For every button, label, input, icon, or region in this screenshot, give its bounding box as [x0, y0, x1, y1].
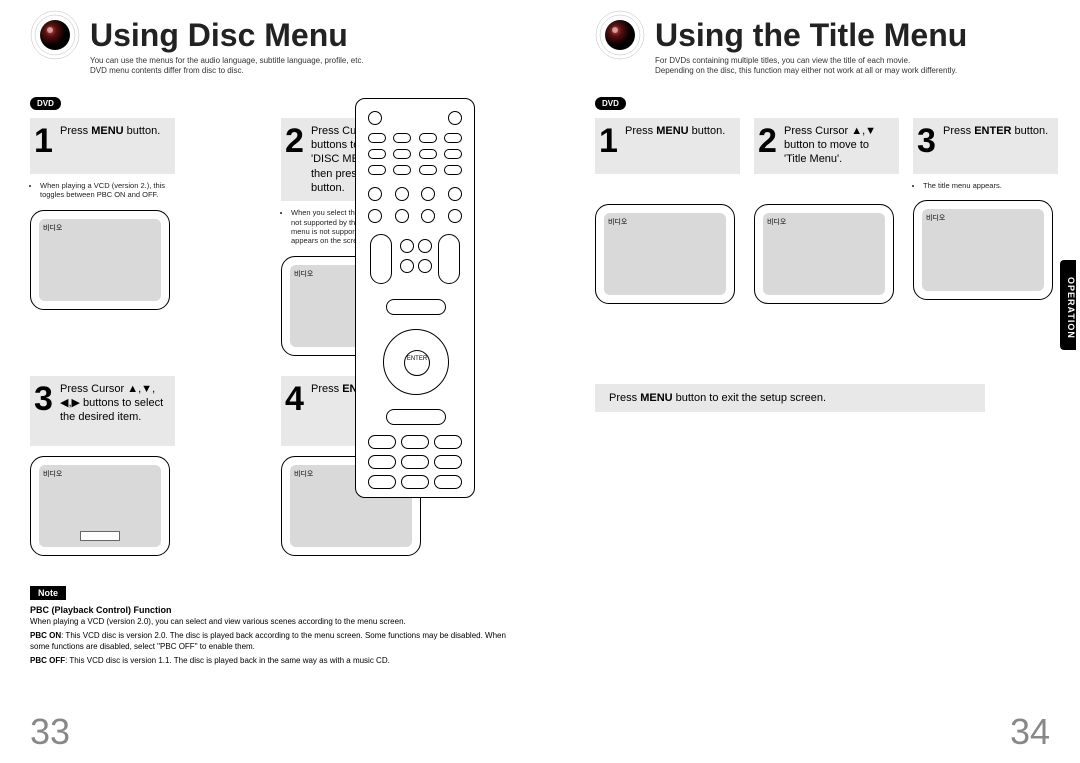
step-1: 1 Press MENU button. When playing a VCD … [30, 118, 175, 356]
eye-icon [30, 10, 80, 60]
subtitle-line: For DVDs containing multiple titles, you… [655, 56, 1060, 66]
step-number: 2 [758, 124, 780, 158]
steps-row: 1 Press MENU button. 비디오 2 Press Cursor … [595, 118, 1060, 304]
tv-icon: 비디오 [913, 200, 1053, 300]
tv-icon: 비디오 [30, 210, 170, 310]
step-text: Press ENTER button. [943, 124, 1048, 138]
step-text: Press Cursor ▲,▼, ◀,▶ buttons to select … [60, 382, 167, 425]
title-row: Using the Title Menu [595, 10, 1060, 60]
exit-instruction: Press MENU button to exit the setup scre… [595, 384, 985, 412]
step-text: Press Cursor ▲,▼ button to move to 'Titl… [784, 124, 891, 167]
page-number: 34 [1010, 711, 1050, 753]
dvd-badge: DVD [30, 97, 61, 110]
subtitle: You can use the menus for the audio lang… [90, 56, 510, 77]
step-2: 2 Press Cursor ▲,▼ button to move to 'Ti… [754, 118, 899, 304]
remote-icon: ENTER [355, 98, 475, 498]
step-number: 2 [285, 124, 307, 158]
page-left: Using Disc Menu You can use the menus fo… [0, 0, 540, 763]
step-number: 3 [34, 382, 56, 416]
page-title: Using the Title Menu [655, 17, 967, 54]
tv-icon: 비디오 [595, 204, 735, 304]
step-text: Press MENU button. [625, 124, 725, 138]
title-row: Using Disc Menu [30, 10, 510, 60]
subtitle-line: You can use the menus for the audio lang… [90, 56, 510, 66]
step-1: 1 Press MENU button. 비디오 [595, 118, 740, 304]
subtitle-line: DVD menu contents differ from disc to di… [90, 66, 510, 76]
page-title: Using Disc Menu [90, 17, 348, 54]
step-3: 3 Press ENTER button. The title menu app… [913, 118, 1058, 304]
note-pbc-off: PBC OFF: This VCD disc is version 1.1. T… [30, 656, 510, 666]
step-number: 1 [34, 124, 56, 158]
subtitle-line: Depending on the disc, this function may… [655, 66, 1060, 76]
step-text: Press MENU button. [60, 124, 160, 138]
note-pbc-on: PBC ON: This VCD disc is version 2.0. Th… [30, 631, 510, 652]
note-title: PBC (Playback Control) Function [30, 605, 510, 615]
step-3: 3 Press Cursor ▲,▼, ◀,▶ buttons to selec… [30, 376, 175, 556]
subtitle: For DVDs containing multiple titles, you… [655, 56, 1060, 77]
page-number: 33 [30, 711, 70, 753]
tv-icon: 비디오 [30, 456, 170, 556]
note-text: When playing a VCD (version 2.0), you ca… [30, 617, 510, 627]
note-badge: Note [30, 586, 66, 600]
dvd-badge: DVD [595, 97, 626, 110]
step-number: 4 [285, 382, 307, 416]
eye-icon [595, 10, 645, 60]
step-number: 1 [599, 124, 621, 158]
tv-icon: 비디오 [754, 204, 894, 304]
remote-enter-label: ENTER [404, 350, 430, 376]
page-right: Using the Title Menu For DVDs containing… [540, 0, 1080, 763]
step-sub: When playing a VCD (version 2.), this to… [30, 181, 175, 200]
step-number: 3 [917, 124, 939, 158]
step-sub: The title menu appears. [913, 181, 1058, 190]
side-tab-operation: OPERATION [1060, 260, 1076, 350]
